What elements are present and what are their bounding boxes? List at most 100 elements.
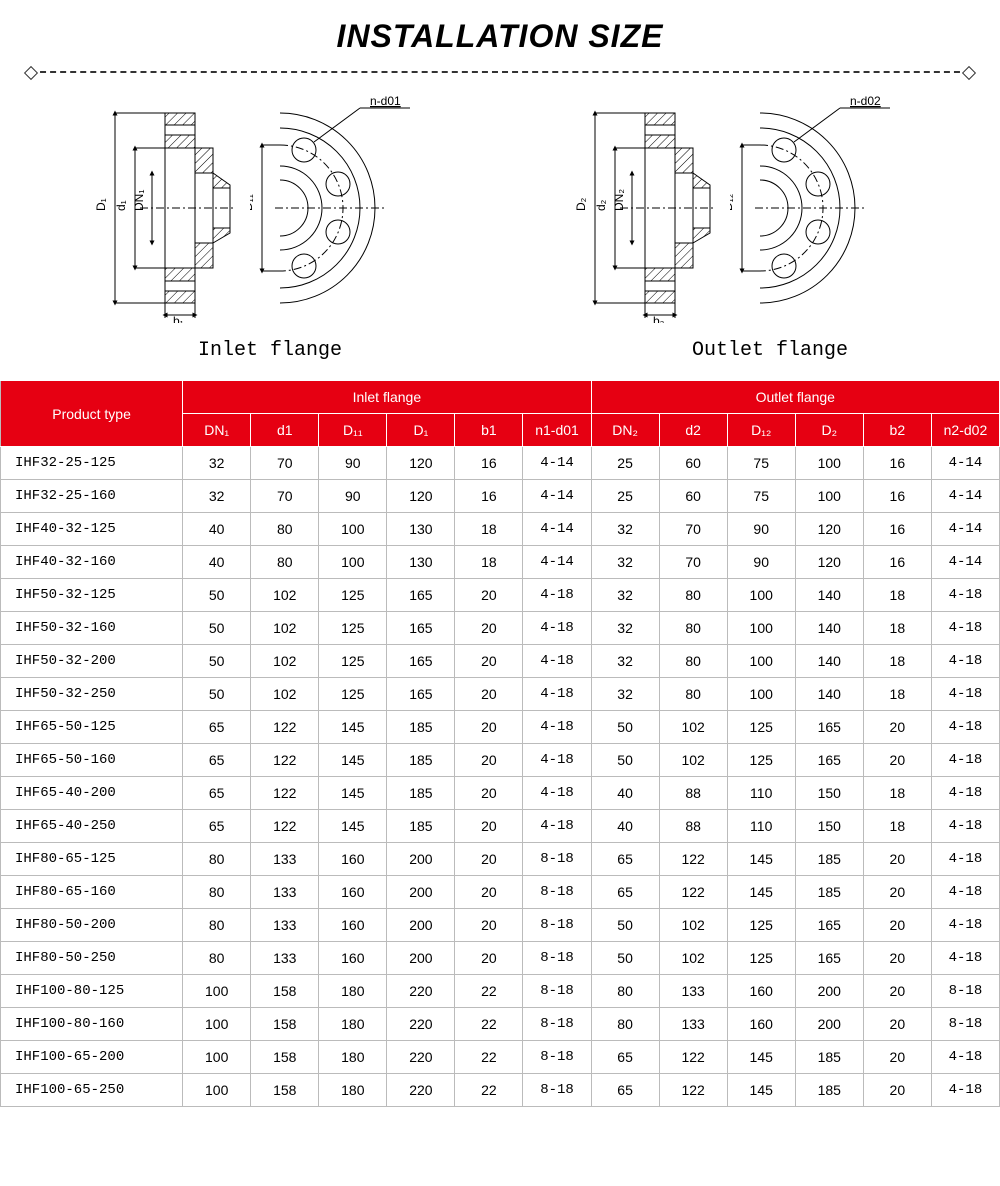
hdr-col: DN₂: [591, 414, 659, 447]
cell-value: 145: [727, 1041, 795, 1074]
cell-value: 4-18: [931, 1041, 999, 1074]
cell-value: 90: [319, 447, 387, 480]
cell-value: 80: [183, 876, 251, 909]
cell-value: 200: [795, 1008, 863, 1041]
cell-value: 133: [251, 876, 319, 909]
hdr-col: DN₁: [183, 414, 251, 447]
table-row: IHF32-25-160327090120164-14256075100164-…: [1, 480, 1000, 513]
cell-value: 100: [727, 612, 795, 645]
cell-value: 125: [727, 942, 795, 975]
cell-value: 8-18: [523, 942, 591, 975]
outlet-front-view: D₁₂ n-d02: [730, 93, 930, 323]
cell-value: 133: [251, 843, 319, 876]
cell-value: 4-14: [931, 447, 999, 480]
cell-value: 8-18: [931, 1008, 999, 1041]
cell-value: 185: [795, 876, 863, 909]
hdr-col: D₁₂: [727, 414, 795, 447]
cell-value: 8-18: [523, 1041, 591, 1074]
table-row: IHF65-40-25065122145185204-1840881101501…: [1, 810, 1000, 843]
cell-value: 165: [795, 744, 863, 777]
cell-value: 185: [387, 777, 455, 810]
cell-value: 102: [659, 744, 727, 777]
cell-product: IHF80-50-250: [1, 942, 183, 975]
spec-table: Product type Inlet flange Outlet flange …: [0, 380, 1000, 1107]
cell-value: 4-18: [931, 579, 999, 612]
cell-value: 20: [455, 810, 523, 843]
cell-value: 20: [455, 744, 523, 777]
cell-value: 80: [251, 546, 319, 579]
cell-value: 150: [795, 777, 863, 810]
cell-value: 102: [659, 942, 727, 975]
cell-value: 40: [591, 777, 659, 810]
cell-value: 80: [659, 612, 727, 645]
cell-value: 32: [591, 612, 659, 645]
cell-value: 100: [727, 678, 795, 711]
cell-value: 25: [591, 480, 659, 513]
inlet-side-view: D₁ d₁ DN₁ b₁: [70, 93, 240, 323]
cell-value: 220: [387, 975, 455, 1008]
cell-value: 22: [455, 1074, 523, 1107]
cell-product: IHF50-32-125: [1, 579, 183, 612]
cell-value: 122: [251, 744, 319, 777]
cell-value: 4-18: [931, 843, 999, 876]
cell-value: 8-18: [931, 975, 999, 1008]
table-row: IHF100-80-160100158180220228-18801331602…: [1, 1008, 1000, 1041]
cell-value: 70: [251, 447, 319, 480]
cell-value: 100: [183, 1041, 251, 1074]
dim-d2: d₂: [594, 199, 608, 211]
diagram-labels: Inlet flange Outlet flange: [0, 329, 1000, 380]
cell-value: 4-18: [931, 678, 999, 711]
cell-value: 165: [795, 942, 863, 975]
cell-value: 125: [727, 711, 795, 744]
cell-value: 100: [795, 480, 863, 513]
cell-value: 100: [319, 513, 387, 546]
dim-b1: b₁: [173, 314, 184, 323]
cell-value: 4-18: [931, 711, 999, 744]
cell-value: 18: [863, 612, 931, 645]
cell-value: 200: [387, 942, 455, 975]
cell-value: 40: [591, 810, 659, 843]
cell-value: 120: [387, 480, 455, 513]
hdr-col: D₁₁: [319, 414, 387, 447]
cell-value: 120: [795, 513, 863, 546]
cell-value: 140: [795, 678, 863, 711]
table-row: IHF50-32-25050102125165204-1832801001401…: [1, 678, 1000, 711]
table-row: IHF32-25-125327090120164-14256075100164-…: [1, 447, 1000, 480]
cell-value: 4-18: [523, 579, 591, 612]
cell-value: 88: [659, 777, 727, 810]
table-row: IHF40-32-1254080100130184-14327090120164…: [1, 513, 1000, 546]
cell-value: 80: [183, 942, 251, 975]
cell-value: 165: [387, 678, 455, 711]
cell-product: IHF32-25-160: [1, 480, 183, 513]
divider: [30, 71, 970, 73]
cell-value: 20: [455, 777, 523, 810]
cell-value: 80: [659, 579, 727, 612]
cell-value: 90: [727, 546, 795, 579]
cell-value: 40: [183, 546, 251, 579]
cell-value: 80: [591, 1008, 659, 1041]
table-row: IHF50-32-12550102125165204-1832801001401…: [1, 579, 1000, 612]
cell-value: 22: [455, 1008, 523, 1041]
cell-product: IHF32-25-125: [1, 447, 183, 480]
cell-value: 100: [183, 975, 251, 1008]
cell-value: 65: [591, 1041, 659, 1074]
table-row: IHF80-65-12580133160200208-1865122145185…: [1, 843, 1000, 876]
cell-value: 80: [591, 975, 659, 1008]
cell-value: 122: [251, 810, 319, 843]
cell-value: 16: [455, 480, 523, 513]
cell-value: 20: [455, 678, 523, 711]
hdr-col: b2: [863, 414, 931, 447]
cell-value: 120: [387, 447, 455, 480]
table-row: IHF100-65-200100158180220228-18651221451…: [1, 1041, 1000, 1074]
cell-product: IHF65-50-160: [1, 744, 183, 777]
cell-value: 8-18: [523, 975, 591, 1008]
table-body: IHF32-25-125327090120164-14256075100164-…: [1, 447, 1000, 1107]
cell-value: 20: [863, 744, 931, 777]
cell-value: 32: [591, 579, 659, 612]
hdr-col: D₁: [387, 414, 455, 447]
dim-DN2: DN₂: [612, 189, 626, 211]
cell-product: IHF65-40-200: [1, 777, 183, 810]
cell-value: 165: [387, 612, 455, 645]
cell-value: 125: [319, 645, 387, 678]
cell-value: 4-14: [523, 447, 591, 480]
